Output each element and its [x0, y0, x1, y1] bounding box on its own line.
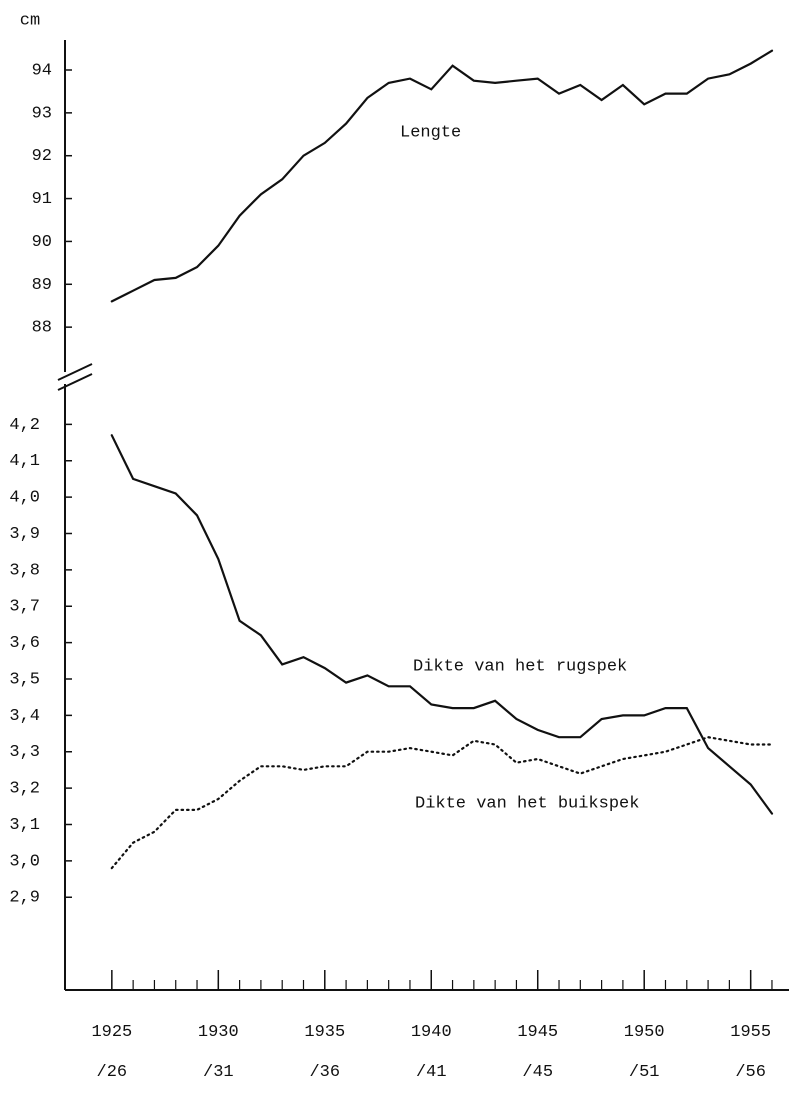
y-tick-label: 90: [32, 233, 52, 252]
series-line: [110, 49, 774, 303]
y-tick-label: 3,3: [9, 743, 40, 762]
y-tick-label: 3,8: [9, 561, 40, 580]
y-tick-label: 3,2: [9, 780, 40, 799]
y-tick-label: 3,7: [9, 598, 40, 617]
y-tick-label: 3,0: [9, 852, 40, 871]
x-tick-label: 1930/31: [198, 1023, 239, 1082]
y-tick-label: 4,1: [9, 452, 40, 471]
y-tick-label: 88: [32, 319, 52, 338]
x-tick-label: 1950/51: [624, 1023, 665, 1082]
series-label: Lengte: [400, 123, 461, 142]
series-label: Dikte van het buikspek: [415, 794, 639, 813]
y-tick-label: 3,5: [9, 670, 40, 689]
y-tick-label: 2,9: [9, 889, 40, 908]
y-tick-label: 94: [32, 61, 52, 80]
x-tick-label: 1925/26: [91, 1023, 132, 1082]
x-tick-label: 1945/45: [517, 1023, 558, 1082]
axis-break: [57, 373, 93, 391]
axis-break: [57, 363, 93, 381]
y-tick-label: 4,2: [9, 416, 40, 435]
y-tick-label: 93: [32, 104, 52, 123]
y-tick-label: 3,9: [9, 525, 40, 544]
y-tick-label: 89: [32, 276, 52, 295]
y-tick-label: 3,6: [9, 634, 40, 653]
series-line: [110, 736, 774, 870]
x-tick-label: 1935/36: [304, 1023, 345, 1082]
y-tick-label: 3,1: [9, 816, 40, 835]
y-tick-label: 3,4: [9, 707, 40, 726]
y-tick-label: 92: [32, 147, 52, 166]
x-tick-label: 1955/56: [730, 1023, 771, 1082]
series-line: [110, 434, 774, 815]
y-axis-label: cm: [20, 11, 40, 30]
x-tick-label: 1940/41: [411, 1023, 452, 1082]
y-tick-label: 91: [32, 190, 52, 209]
series-label: Dikte van het rugspek: [413, 657, 627, 676]
y-tick-label: 4,0: [9, 489, 40, 508]
